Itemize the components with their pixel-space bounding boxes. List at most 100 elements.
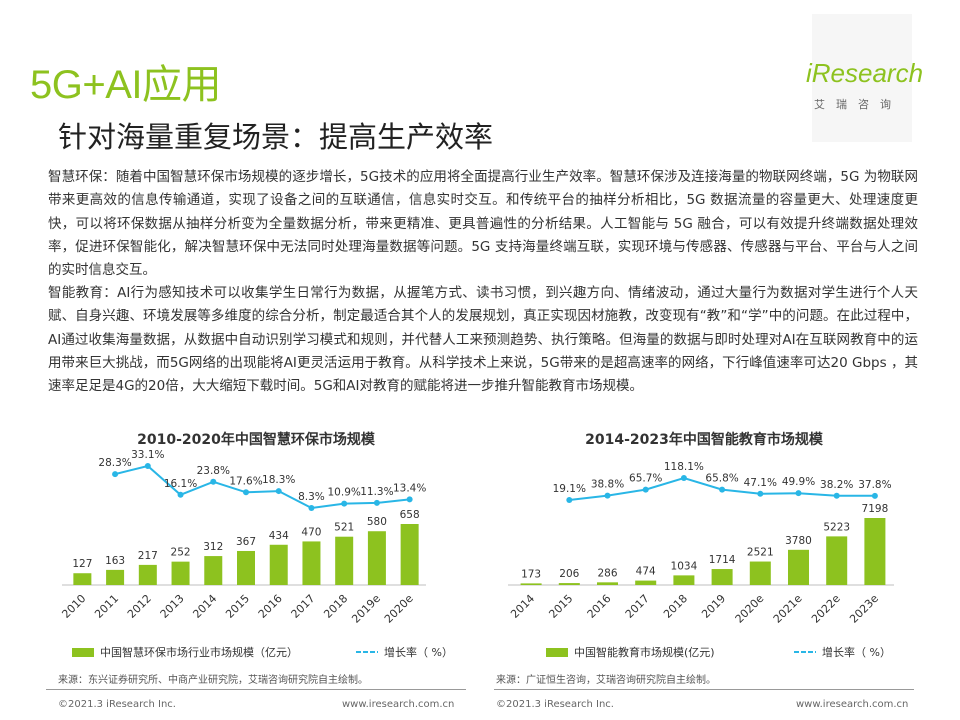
- bar-value-label: 286: [597, 567, 617, 579]
- growth-point: [275, 488, 282, 495]
- growth-point: [604, 492, 611, 499]
- x-tick-label: 2016: [585, 592, 614, 621]
- growth-line: [114, 464, 410, 510]
- x-tick-label: 2015: [223, 592, 252, 621]
- legend-bar-label: 中国智慧环保市场行业市场规模（亿元）: [100, 645, 298, 659]
- bar: [367, 531, 386, 585]
- legend-bar-swatch: [546, 648, 568, 657]
- growth-label: 47.1%: [744, 477, 777, 489]
- growth-point: [795, 490, 802, 497]
- growth-label: 10.9%: [328, 487, 361, 499]
- bar-value-label: 1714: [709, 554, 736, 566]
- bar: [787, 549, 810, 585]
- x-tick-label: 2020e: [382, 592, 416, 626]
- page-title: 5G+AI应用: [30, 63, 222, 107]
- x-tick-label: 2019e: [349, 592, 383, 626]
- growth-point: [373, 499, 380, 506]
- bar: [106, 569, 125, 585]
- growth-point: [406, 496, 413, 503]
- x-tick-label: 2021e: [771, 592, 805, 626]
- growth-label: 38.2%: [820, 479, 853, 491]
- bar-value-label: 252: [171, 547, 191, 559]
- page-subtitle: 针对海量重复场景：提高生产效率: [58, 120, 494, 154]
- bar: [269, 544, 288, 585]
- chart-title: 2014-2023年中国智能教育市场规模: [585, 431, 824, 448]
- bar: [673, 575, 695, 585]
- growth-point: [308, 505, 315, 511]
- bar-value-label: 312: [203, 541, 223, 553]
- paragraph-smart-environment: 智慧环保：随着中国智慧环保市场规模的逐步增长，5G技术的应用将全面提高行业生产效…: [48, 169, 918, 279]
- growth-point: [871, 492, 878, 499]
- bar: [558, 583, 580, 585]
- growth-label: 33.1%: [131, 449, 164, 461]
- bar-value-label: 658: [400, 509, 420, 521]
- growth-point: [642, 486, 649, 493]
- x-tick-label: 2019: [699, 592, 728, 621]
- x-tick-label: 2018: [661, 592, 690, 621]
- legend-bar-label: 中国智能教育市场规模(亿元): [574, 645, 715, 659]
- x-tick-label: 2017: [623, 592, 652, 621]
- bar: [596, 582, 619, 585]
- bar: [400, 524, 419, 585]
- bar-value-label: 217: [138, 550, 158, 562]
- growth-point: [243, 489, 249, 496]
- bar: [335, 536, 354, 585]
- chart-smart-education: 2014-2023年中国智能教育市场规模 173 2014 206 2015 286 201…: [508, 431, 894, 659]
- growth-label: 19.1%: [553, 483, 586, 495]
- growth-point: [177, 491, 184, 498]
- growth-point: [719, 486, 726, 493]
- bar-value-label: 173: [521, 568, 541, 580]
- bar-value-label: 521: [334, 522, 354, 534]
- x-tick-label: 2020e: [733, 592, 767, 626]
- logo-background: [812, 14, 912, 142]
- growth-label: 8.3%: [298, 491, 325, 503]
- bar-value-label: 2521: [747, 547, 774, 559]
- x-tick-label: 2018: [321, 592, 350, 621]
- bar: [520, 583, 542, 585]
- growth-label: 65.7%: [629, 473, 662, 485]
- bar-value-label: 163: [105, 555, 125, 567]
- legend-line-label: 增长率（ %）: [384, 645, 453, 659]
- bar-value-label: 434: [269, 530, 289, 542]
- bar: [237, 550, 255, 585]
- footer-url-right[interactable]: www.iresearch.com.cn: [796, 699, 909, 710]
- bar-value-label: 474: [636, 566, 656, 578]
- growth-label: 65.8%: [705, 473, 738, 485]
- x-tick-label: 2014: [190, 592, 219, 621]
- bar: [711, 569, 733, 585]
- bar-value-label: 5223: [823, 521, 850, 533]
- growth-point: [341, 500, 348, 507]
- bar-value-label: 206: [559, 568, 579, 580]
- x-tick-label: 2013: [158, 592, 187, 621]
- logo-chinese: 艾瑞咨询: [814, 98, 902, 111]
- legend-bar-swatch: [72, 648, 94, 657]
- growth-point: [144, 463, 151, 469]
- source-note-left: 来源：东兴证券研究所、中商产业研究院，艾瑞咨询研究院自主绘制。: [58, 675, 368, 686]
- footer-url-left[interactable]: www.iresearch.com.cn: [342, 699, 455, 710]
- growth-point: [112, 471, 119, 478]
- chart-title: 2010-2020年中国智慧环保市场规模: [137, 431, 376, 448]
- footer-copyright-right: ©2021.3 iResearch Inc.: [496, 699, 614, 710]
- source-note-right: 来源：广证恒生咨询，艾瑞咨询研究院自主绘制。: [496, 675, 716, 686]
- growth-point: [757, 490, 764, 497]
- growth-label: 37.8%: [858, 479, 891, 491]
- bar-value-label: 580: [367, 516, 387, 528]
- bar-value-label: 127: [72, 558, 92, 570]
- logo-text: iResearch: [806, 58, 924, 88]
- x-tick-label: 2022e: [809, 592, 843, 626]
- growth-point: [566, 497, 573, 503]
- bar-value-label: 470: [301, 526, 321, 538]
- bar: [73, 573, 92, 585]
- bar-value-label: 1034: [671, 560, 698, 572]
- growth-label: 11.3%: [360, 486, 393, 498]
- growth-point: [833, 492, 840, 499]
- growth-label: 16.1%: [164, 478, 197, 490]
- bar: [138, 564, 157, 585]
- bar: [204, 556, 223, 585]
- growth-label: 28.3%: [98, 457, 131, 469]
- x-tick-label: 2016: [256, 592, 285, 621]
- bar: [302, 541, 321, 585]
- growth-label: 23.8%: [197, 465, 230, 477]
- x-tick-label: 2012: [125, 592, 154, 621]
- bar: [635, 580, 657, 585]
